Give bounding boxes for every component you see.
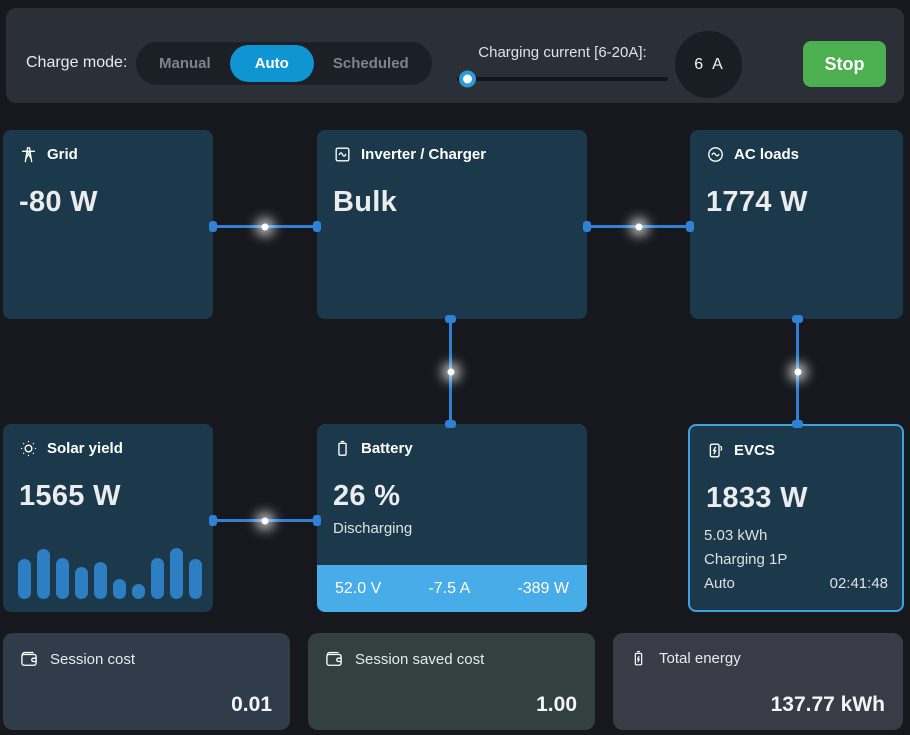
session-cost-header: Session cost (19, 649, 135, 669)
session-cost-label: Session cost (50, 650, 136, 668)
ev-charger-icon (706, 441, 725, 460)
solar-yield-tile[interactable]: Solar yield 1565 W (3, 424, 213, 612)
evcs-power-value: 1833 W (706, 482, 808, 514)
battery-status: Discharging (333, 520, 413, 537)
session-cost-card: Session cost 0.01 (3, 633, 290, 730)
connector-grid-to-inverter (209, 221, 321, 232)
evcs-charging-status: Charging 1P (704, 551, 788, 568)
charging-current-label: Charging current [6-20A]: (478, 44, 647, 61)
stop-button[interactable]: Stop (803, 41, 886, 87)
evcs-session-time: 02:41:48 (829, 575, 888, 592)
inverter-icon (333, 145, 352, 164)
solar-power-value: 1565 W (19, 480, 121, 512)
battery-power: -389 W (517, 579, 569, 597)
charging-current-value: 6 (694, 55, 704, 73)
energy-flow-dot (447, 368, 454, 375)
evcs-tile-title: EVCS (734, 442, 775, 459)
charge-mode-manual-button[interactable]: Manual (140, 45, 230, 82)
total-energy-card: Total energy 137.77 kWh (613, 633, 903, 730)
evcs-tile[interactable]: EVCS 1833 W 5.03 kWh Charging 1P Auto 02… (688, 424, 904, 612)
charge-mode-segmented-control: Manual Auto Scheduled (136, 42, 432, 85)
evcs-tile-header: EVCS (706, 441, 775, 460)
charging-current-readout: 6 A (675, 31, 742, 98)
ac-loads-tile-title: AC loads (734, 146, 800, 163)
wallet-icon (19, 649, 39, 669)
inverter-tile[interactable]: Inverter / Charger Bulk (317, 130, 587, 319)
charging-current-slider[interactable] (457, 70, 668, 88)
battery-tile-header: Battery (333, 439, 413, 458)
total-energy-value: 137.77 kWh (770, 693, 885, 716)
ac-loads-icon (706, 145, 725, 164)
total-energy-header: Total energy (629, 649, 741, 668)
solar-bar (170, 548, 183, 599)
energy-flow-dot (635, 223, 642, 230)
battery-icon (333, 439, 352, 458)
control-bar: Charge mode: Manual Auto Scheduled Charg… (6, 8, 904, 103)
battery-soc-value: 26 % (333, 480, 401, 512)
charging-current-group: Charging current [6-20A]: (457, 44, 668, 88)
connector-inverter-to-acloads (583, 221, 694, 232)
evcs-session-energy: 5.03 kWh (704, 527, 768, 544)
session-saved-value: 1.00 (536, 693, 577, 716)
battery-current: -7.5 A (428, 579, 471, 597)
inverter-tile-header: Inverter / Charger (333, 145, 486, 164)
charging-current-unit: A (712, 55, 723, 73)
charge-mode-auto-button[interactable]: Auto (229, 45, 314, 82)
energy-flow-dot (261, 517, 269, 524)
solar-bar (75, 567, 88, 599)
connector-acloads-to-evcs (792, 315, 803, 428)
solar-bar (132, 584, 145, 599)
solar-bar (37, 549, 50, 599)
grid-tile-title: Grid (47, 146, 78, 163)
solar-bar (56, 558, 69, 599)
evcs-mode: Auto (704, 575, 735, 592)
session-saved-label: Session saved cost (355, 650, 485, 668)
charge-mode-label: Charge mode: (26, 54, 128, 71)
battery-bolt-icon (629, 649, 648, 668)
sun-icon (19, 439, 38, 458)
battery-measurements: 52.0 V -7.5 A -389 W (317, 565, 587, 612)
ac-loads-tile-header: AC loads (706, 145, 799, 164)
ac-loads-power-value: 1774 W (706, 186, 808, 218)
battery-voltage: 52.0 V (335, 579, 382, 597)
inverter-tile-title: Inverter / Charger (361, 146, 487, 163)
energy-flow-dot (261, 223, 269, 230)
connector-solar-to-battery (209, 515, 321, 526)
evcs-details: 5.03 kWh Charging 1P Auto 02:41:48 (704, 524, 888, 596)
solar-history-bars (18, 547, 202, 599)
ac-loads-tile[interactable]: AC loads 1774 W (690, 130, 903, 319)
solar-bar (18, 559, 31, 599)
wallet-icon (324, 649, 344, 669)
grid-pylon-icon (19, 145, 38, 164)
inverter-state-value: Bulk (333, 186, 398, 218)
solar-tile-title: Solar yield (47, 440, 123, 457)
total-energy-label: Total energy (659, 650, 741, 667)
session-saved-header: Session saved cost (324, 649, 484, 669)
grid-tile-header: Grid (19, 145, 78, 164)
slider-handle[interactable] (459, 70, 476, 88)
grid-tile[interactable]: Grid -80 W (3, 130, 213, 319)
grid-power-value: -80 W (19, 186, 98, 218)
charge-mode-scheduled-button[interactable]: Scheduled (314, 45, 428, 82)
session-cost-value: 0.01 (231, 693, 272, 716)
solar-bar (94, 562, 107, 599)
solar-tile-header: Solar yield (19, 439, 123, 458)
energy-flow-dot (794, 368, 801, 375)
battery-tile-title: Battery (361, 440, 413, 457)
connector-inverter-to-battery (445, 315, 456, 428)
session-saved-cost-card: Session saved cost 1.00 (308, 633, 595, 730)
solar-bar (113, 579, 126, 599)
solar-bar (189, 559, 202, 599)
solar-bar (151, 558, 164, 599)
battery-tile[interactable]: Battery 26 % Discharging 52.0 V -7.5 A -… (317, 424, 587, 612)
